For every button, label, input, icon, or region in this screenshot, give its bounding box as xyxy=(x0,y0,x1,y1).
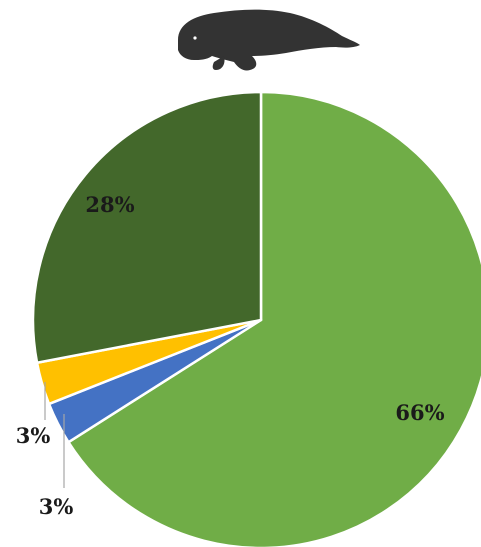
leader-lines xyxy=(44,382,65,488)
slice-label-4: 28% xyxy=(85,192,134,217)
slice-label-2: 3% xyxy=(39,494,74,519)
slice-label-1: 66% xyxy=(395,400,444,425)
pie-slice-4 xyxy=(31,90,263,364)
slice-label-3: 3% xyxy=(16,423,51,448)
pie-slice-1 xyxy=(67,90,481,547)
slice-labels: 66% 3% 3% 28% xyxy=(16,192,445,519)
pie-slices xyxy=(31,90,481,547)
manatee-icon xyxy=(178,9,360,71)
